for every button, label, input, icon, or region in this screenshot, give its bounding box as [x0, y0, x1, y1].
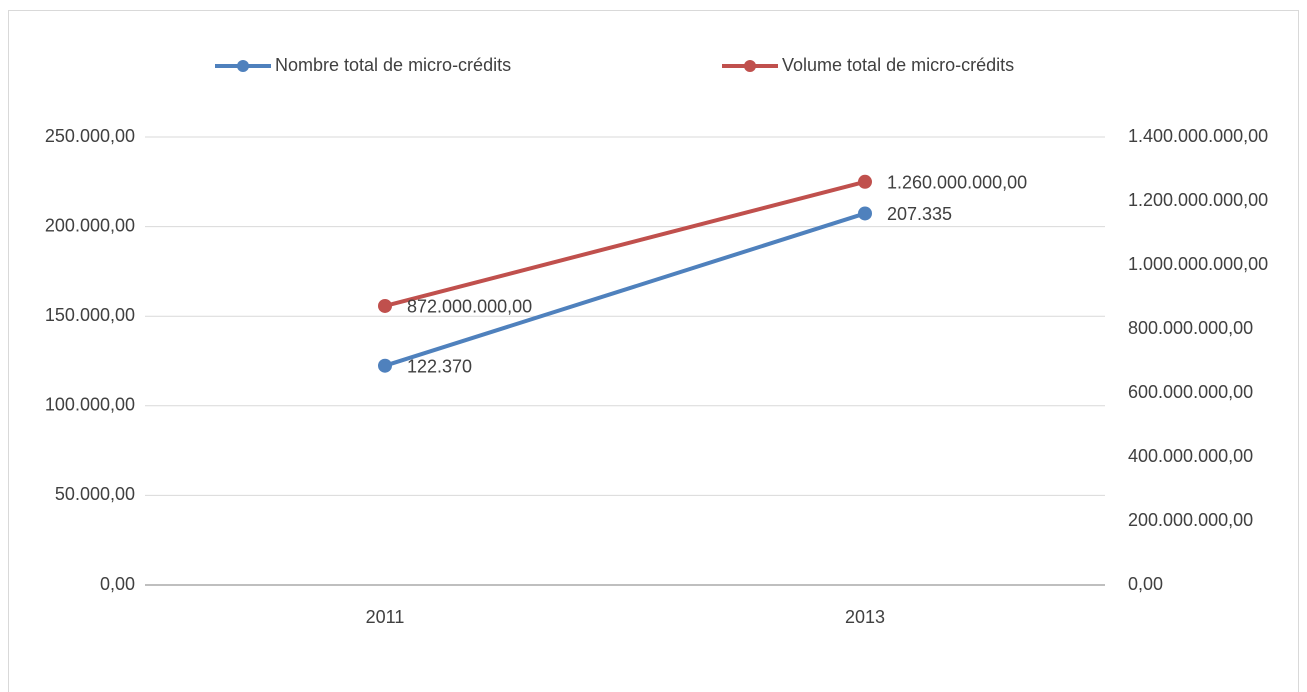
- chart-border: [8, 10, 1299, 692]
- y2-tick-label: 400.000.000,00: [1128, 446, 1253, 466]
- legend-label: Nombre total de micro-crédits: [275, 55, 511, 75]
- data-label: 122.370: [407, 356, 472, 376]
- legend-marker: [237, 60, 249, 72]
- y-tick-label: 100.000,00: [45, 395, 135, 415]
- y-tick-label: 0,00: [100, 574, 135, 594]
- y2-tick-label: 800.000.000,00: [1128, 318, 1253, 338]
- y-tick-label: 150.000,00: [45, 305, 135, 325]
- y2-tick-label: 200.000.000,00: [1128, 510, 1253, 530]
- data-label: 207.335: [887, 204, 952, 224]
- y2-tick-label: 1.200.000.000,00: [1128, 190, 1268, 210]
- x-tick-label: 2013: [845, 607, 885, 627]
- y2-tick-label: 0,00: [1128, 574, 1163, 594]
- legend-marker: [744, 60, 756, 72]
- y-tick-label: 200.000,00: [45, 215, 135, 235]
- legend-label: Volume total de micro-crédits: [782, 55, 1014, 75]
- data-point: [378, 298, 392, 313]
- data-label: 872.000.000,00: [407, 297, 532, 317]
- data-point: [858, 174, 872, 189]
- series-line: [384, 211, 866, 368]
- y2-tick-label: 1.000.000.000,00: [1128, 254, 1268, 274]
- y-tick-label: 250.000,00: [45, 126, 135, 146]
- y2-tick-label: 1.400.000.000,00: [1128, 126, 1268, 146]
- y2-tick-label: 600.000.000,00: [1128, 382, 1253, 402]
- y-tick-label: 50.000,00: [55, 484, 135, 504]
- data-point: [378, 358, 392, 373]
- data-point: [858, 206, 872, 221]
- data-label: 1.260.000.000,00: [887, 173, 1027, 193]
- series-line: [384, 179, 866, 308]
- x-tick-label: 2011: [366, 607, 405, 627]
